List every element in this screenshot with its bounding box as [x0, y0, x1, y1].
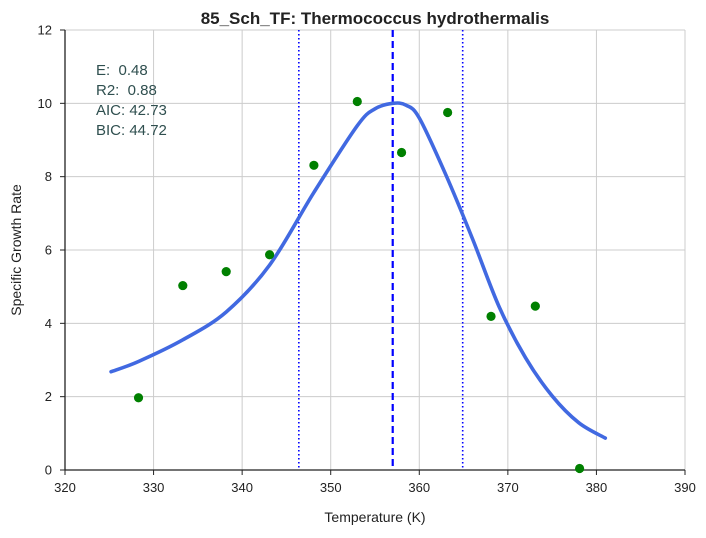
- y-tick-label: 10: [38, 96, 52, 111]
- y-tick-label: 6: [45, 243, 52, 258]
- reference-lines: [298, 30, 464, 470]
- data-point: [530, 301, 540, 311]
- chart-title: 85_Sch_TF: Thermococcus hydrothermalis: [201, 9, 550, 28]
- data-points: [133, 96, 585, 474]
- y-tick-label: 0: [45, 463, 52, 478]
- data-point: [396, 147, 407, 158]
- x-tick-label: 330: [143, 480, 165, 495]
- x-tick-label: 360: [408, 480, 430, 495]
- data-point: [133, 393, 144, 403]
- x-tick-label: 390: [674, 480, 696, 495]
- x-tick-label: 320: [54, 480, 76, 495]
- fit-curve: [109, 101, 608, 440]
- stats-line: AIC: 42.73: [96, 102, 167, 119]
- stats-line: BIC: 44.72: [96, 122, 167, 139]
- grid: [65, 29, 686, 470]
- x-tick-label: 380: [586, 480, 608, 495]
- ticks: 320 330 340 350 360 370 380 390 0 2 4 6 8 10 12: [38, 23, 696, 496]
- x-tick-label: 370: [497, 480, 519, 495]
- stats-annotation: E: 0.48 R2: 0.88 AIC: 42.73 BIC: 44.72: [96, 62, 167, 139]
- stats-line: R2: 0.88: [96, 82, 157, 99]
- data-point: [265, 250, 275, 260]
- data-point: [486, 311, 496, 321]
- stats-line: E: 0.48: [96, 62, 148, 79]
- x-tick-label: 350: [320, 480, 342, 495]
- data-point: [575, 463, 585, 474]
- y-tick-label: 2: [45, 389, 52, 404]
- x-axis-label: Temperature (K): [324, 509, 425, 525]
- y-axis-label: Specific Growth Rate: [8, 184, 24, 316]
- data-point: [178, 280, 188, 291]
- data-point: [443, 107, 453, 118]
- y-tick-label: 8: [45, 169, 52, 184]
- fit-curve-layer: [109, 101, 608, 440]
- y-tick-label: 4: [45, 316, 52, 331]
- data-point: [221, 267, 231, 277]
- y-tick-label: 12: [38, 23, 52, 38]
- data-point: [352, 96, 362, 107]
- data-point: [309, 160, 319, 170]
- x-tick-label: 340: [231, 480, 253, 495]
